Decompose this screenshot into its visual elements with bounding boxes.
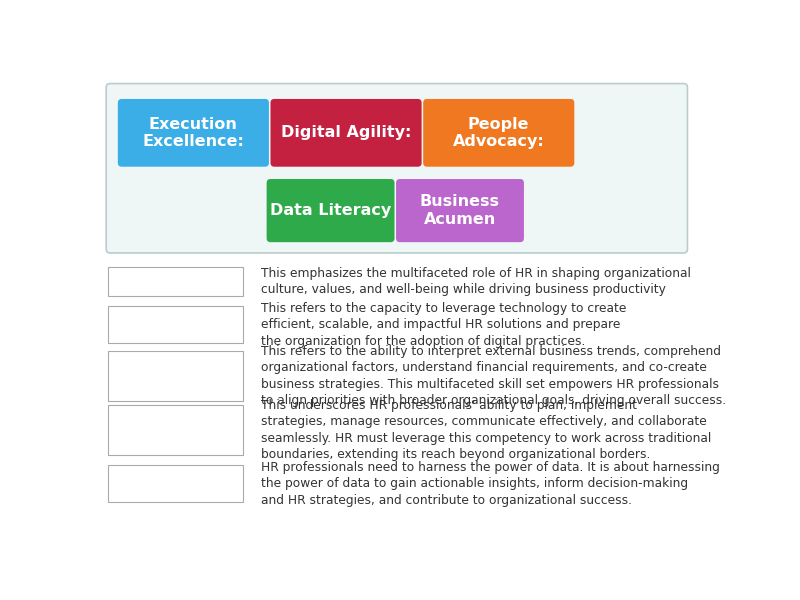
FancyBboxPatch shape	[118, 99, 269, 167]
FancyBboxPatch shape	[106, 83, 687, 253]
FancyBboxPatch shape	[266, 179, 394, 242]
FancyBboxPatch shape	[396, 179, 524, 242]
FancyBboxPatch shape	[108, 405, 243, 455]
Text: This refers to the ability to interpret external business trends, comprehend
org: This refers to the ability to interpret …	[262, 345, 726, 407]
FancyBboxPatch shape	[108, 306, 243, 343]
Text: Execution
Excellence:: Execution Excellence:	[142, 116, 244, 149]
FancyBboxPatch shape	[108, 351, 243, 401]
Text: Data Literacy: Data Literacy	[270, 203, 391, 218]
Text: Digital Agility:: Digital Agility:	[281, 125, 411, 140]
Text: This emphasizes the multifaceted role of HR in shaping organizational
culture, v: This emphasizes the multifaceted role of…	[262, 266, 691, 296]
FancyBboxPatch shape	[108, 267, 243, 296]
Text: People
Advocacy:: People Advocacy:	[453, 116, 545, 149]
Text: This refers to the capacity to leverage technology to create
efficient, scalable: This refers to the capacity to leverage …	[262, 302, 626, 347]
Text: HR professionals need to harness the power of data. It is about harnessing
the p: HR professionals need to harness the pow…	[262, 461, 720, 507]
FancyBboxPatch shape	[270, 99, 422, 167]
Text: This underscores HR professionals' ability to plan, implement
strategies, manage: This underscores HR professionals' abili…	[262, 399, 711, 461]
FancyBboxPatch shape	[108, 466, 243, 502]
FancyBboxPatch shape	[423, 99, 574, 167]
Text: Business
Acumen: Business Acumen	[420, 194, 500, 227]
